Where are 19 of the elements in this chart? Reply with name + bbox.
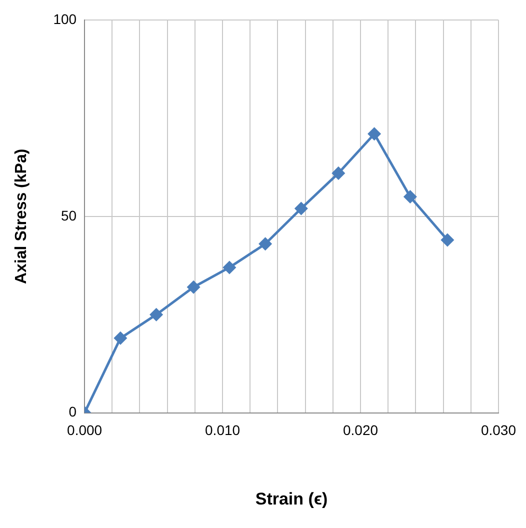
x-tick-label: 0.030 <box>480 422 516 438</box>
x-tick-label: 0.020 <box>342 422 378 438</box>
x-axis-title: Strain (ϵ) <box>255 489 328 508</box>
y-axis-title: Axial Stress (kPa) <box>13 148 30 284</box>
point <box>404 190 416 204</box>
point <box>294 202 308 215</box>
point <box>368 128 381 140</box>
point <box>114 332 127 344</box>
y-tick-label: 50 <box>60 207 77 224</box>
y-tick-label: 0 <box>68 404 77 420</box>
point <box>332 166 345 180</box>
x-tick-label: 0.010 <box>205 422 240 438</box>
y-tick-label: 100 <box>53 10 77 27</box>
x-tick-label: 0.000 <box>67 422 102 438</box>
point <box>441 234 454 246</box>
point <box>259 238 272 250</box>
point <box>187 280 200 294</box>
point <box>150 308 163 321</box>
point <box>223 261 236 274</box>
